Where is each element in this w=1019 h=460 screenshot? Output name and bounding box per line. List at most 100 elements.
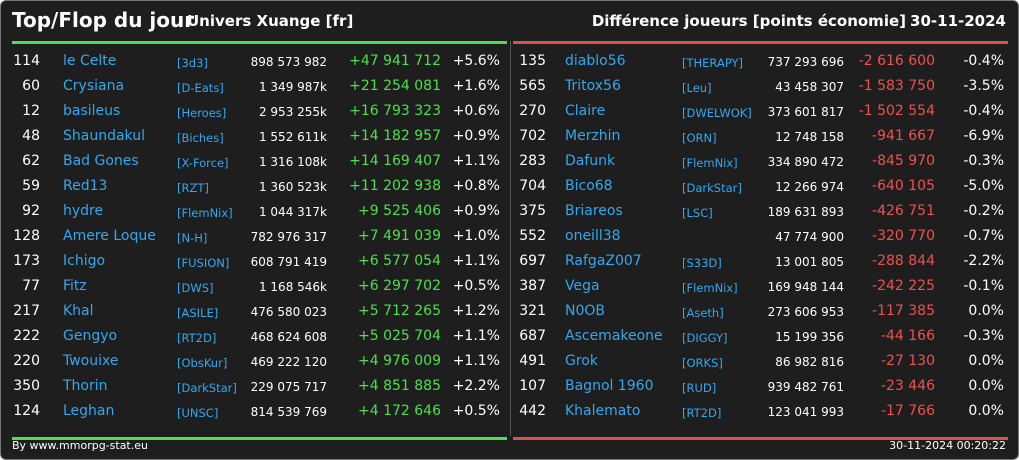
alliance-tag-link[interactable]: [3d3]: [177, 56, 208, 70]
player-name-link[interactable]: RafgaZ007: [565, 253, 642, 269]
player-rank: 283: [519, 153, 546, 169]
player-name-link[interactable]: Crysiana: [63, 78, 125, 94]
alliance-tag-link[interactable]: [THERAPY]: [682, 56, 744, 70]
points-difference: +4 851 885: [358, 378, 441, 394]
player-name-link[interactable]: diablo56: [565, 53, 626, 69]
player-name-link[interactable]: Vega: [565, 278, 600, 294]
player-rank: 77: [22, 278, 40, 294]
player-name-link[interactable]: Tritox56: [565, 78, 621, 94]
player-name-link[interactable]: Thorin: [63, 378, 108, 394]
percent-change: +5.6%: [452, 53, 500, 69]
player-name-link[interactable]: Leghan: [63, 403, 115, 419]
player-rank: 128: [13, 228, 40, 244]
player-name-link[interactable]: Shaundakul: [63, 128, 145, 144]
player-points: 189 631 893: [767, 205, 844, 219]
alliance-tag-link[interactable]: [ObsKur]: [177, 356, 228, 370]
player-rank: 321: [519, 303, 546, 319]
points-difference: +9 525 406: [358, 203, 441, 219]
alliance-tag-link[interactable]: [FlemNix]: [682, 281, 738, 295]
alliance-tag-link[interactable]: [DarkStar]: [177, 381, 237, 395]
player-rank: 687: [519, 328, 546, 344]
player-name-link[interactable]: Fitz: [63, 278, 87, 294]
player-rank: 48: [22, 128, 40, 144]
table-row: 350 Thorin [DarkStar] 229 075 717 +4 851 885…: [12, 375, 507, 400]
table-row: 687 Ascemakeone [DIGGY] 15 199 356 -44 166 -0…: [513, 325, 1008, 350]
percent-change: 0.0%: [968, 353, 1004, 369]
alliance-tag-link[interactable]: [D-Eats]: [177, 81, 224, 95]
flop-list: 135 diablo56 [THERAPY] 737 293 696 -2 616 60…: [513, 50, 1008, 425]
player-points: 1 044 317k: [258, 205, 327, 219]
percent-change: -3.5%: [963, 78, 1004, 94]
points-difference: +6 297 702: [358, 278, 441, 294]
player-name-link[interactable]: Ichigo: [63, 253, 106, 269]
player-name-link[interactable]: N0OB: [565, 303, 606, 319]
player-name-link[interactable]: Bagnol 1960: [565, 378, 654, 394]
player-rank: 59: [22, 178, 40, 194]
player-name-link[interactable]: Twouixe: [63, 353, 119, 369]
player-name-link[interactable]: hydre: [63, 203, 104, 219]
alliance-tag-link[interactable]: [DarkStar]: [682, 181, 742, 195]
player-name-link[interactable]: basileus: [63, 103, 121, 119]
player-name-link[interactable]: oneill38: [565, 228, 621, 244]
alliance-tag-link[interactable]: [RT2D]: [682, 406, 722, 420]
player-name-link[interactable]: Khal: [63, 303, 94, 319]
player-name-link[interactable]: Claire: [565, 103, 606, 119]
player-name-link[interactable]: Grok: [565, 353, 598, 369]
player-name-link[interactable]: Dafunk: [565, 153, 616, 169]
alliance-tag-link[interactable]: [N-H]: [177, 231, 208, 245]
player-name-link[interactable]: Amere Loque: [63, 228, 156, 244]
points-difference: -1 502 554: [858, 103, 935, 119]
player-name-link[interactable]: Khalemato: [565, 403, 641, 419]
table-row: 12 basileus [Heroes] 2 953 255k +16 793 323 +…: [12, 100, 507, 125]
player-name-link[interactable]: Gengyo: [63, 328, 118, 344]
alliance-tag-link[interactable]: [FUSION]: [177, 256, 230, 270]
alliance-tag-link[interactable]: [Heroes]: [177, 106, 227, 120]
table-row: 321 N0OB [Aseth] 273 606 953 -117 385 0.0%: [513, 300, 1008, 325]
player-points: 1 316 108k: [258, 155, 327, 169]
alliance-tag-link[interactable]: [Aseth]: [682, 306, 724, 320]
player-name-link[interactable]: Red13: [63, 178, 108, 194]
player-points: 229 075 717: [250, 380, 327, 394]
alliance-tag-link[interactable]: [Leu]: [682, 81, 712, 95]
points-difference: +4 172 646: [358, 403, 441, 419]
player-name-link[interactable]: Ascemakeone: [565, 328, 663, 344]
percent-change: -0.4%: [963, 103, 1004, 119]
points-difference: +16 793 323: [349, 103, 441, 119]
universe-label: Univers Xuange [fr]: [187, 12, 354, 30]
percent-change: -0.4%: [963, 53, 1004, 69]
alliance-tag-link[interactable]: [RUD]: [682, 381, 717, 395]
alliance-tag-link[interactable]: [ORKS]: [682, 356, 723, 370]
player-points: 123 041 993: [767, 405, 844, 419]
player-name-link[interactable]: Merzhin: [565, 128, 621, 144]
alliance-tag-link[interactable]: [RZT]: [177, 181, 209, 195]
alliance-tag-link[interactable]: [ORN]: [682, 131, 717, 145]
player-points: 468 624 608: [250, 330, 327, 344]
alliance-tag-link[interactable]: [ASILE]: [177, 306, 219, 320]
player-points: 15 199 356: [775, 330, 844, 344]
points-difference: -941 667: [872, 128, 935, 144]
player-points: 1 168 546k: [258, 280, 327, 294]
alliance-tag-link[interactable]: [X-Force]: [177, 156, 229, 170]
alliance-tag-link[interactable]: [DWS]: [177, 281, 214, 295]
alliance-tag-link[interactable]: [DIGGY]: [682, 331, 728, 345]
player-name-link[interactable]: Briareos: [565, 203, 623, 219]
alliance-tag-link[interactable]: [LSC]: [682, 206, 713, 220]
alliance-tag-link[interactable]: [FlemNix]: [177, 206, 233, 220]
percent-change: -6.9%: [963, 128, 1004, 144]
percent-change: 0.0%: [968, 378, 1004, 394]
percent-change: +1.2%: [452, 303, 500, 319]
player-rank: 12: [22, 103, 40, 119]
player-name-link[interactable]: Bad Gones: [63, 153, 139, 169]
player-rank: 92: [22, 203, 40, 219]
alliance-tag-link[interactable]: [RT2D]: [177, 331, 217, 345]
player-name-link[interactable]: Bico68: [565, 178, 613, 194]
player-name-link[interactable]: le Celte: [63, 53, 117, 69]
alliance-tag-link[interactable]: [S33D]: [682, 256, 722, 270]
alliance-tag-link[interactable]: [FlemNix]: [682, 156, 738, 170]
player-points: 939 482 761: [767, 380, 844, 394]
alliance-tag-link[interactable]: [UNSC]: [177, 406, 219, 420]
table-row: 62 Bad Gones [X-Force] 1 316 108k +14 169 40…: [12, 150, 507, 175]
alliance-tag-link[interactable]: [DWELWOK]: [682, 106, 752, 120]
points-difference: +5 712 265: [358, 303, 441, 319]
alliance-tag-link[interactable]: [Biches]: [177, 131, 224, 145]
